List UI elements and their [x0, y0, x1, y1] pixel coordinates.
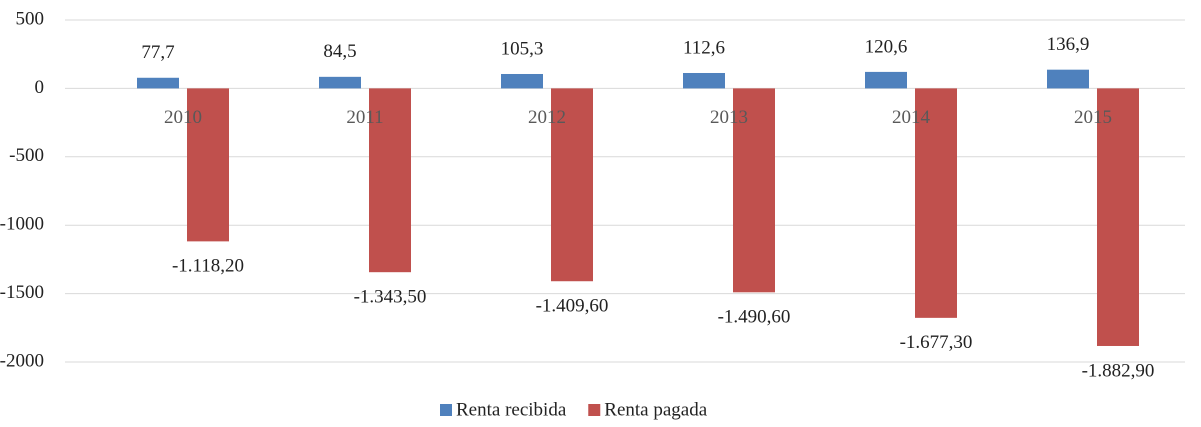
y-tick-label: -500 [9, 145, 44, 166]
x-tick-label: 2012 [528, 107, 566, 128]
bar [137, 77, 179, 89]
legend-swatch [440, 404, 452, 416]
y-tick-label: -1000 [0, 214, 44, 235]
legend-swatch [588, 404, 601, 416]
data-label: -1.343,50 [354, 287, 427, 308]
data-label: -1.882,90 [1082, 360, 1155, 381]
bar [187, 88, 229, 242]
bar [1047, 69, 1089, 89]
y-tick-label: 0 [35, 77, 45, 98]
bar [551, 88, 593, 282]
legend-label: Renta pagada [604, 399, 707, 420]
bar [733, 88, 775, 293]
data-label: 112,6 [683, 37, 725, 58]
data-label: -1.409,60 [536, 296, 609, 317]
x-tick-label: 2015 [1074, 107, 1112, 128]
bar [369, 88, 411, 273]
x-tick-label: 2013 [710, 107, 748, 128]
bar [865, 71, 907, 89]
x-tick-label: 2014 [892, 107, 931, 128]
x-tick-label: 2011 [346, 107, 383, 128]
data-label: -1.677,30 [900, 332, 973, 353]
bar [501, 73, 543, 89]
data-label: -1.490,60 [718, 307, 791, 328]
data-label: 120,6 [865, 36, 908, 57]
y-tick-label: -1500 [0, 282, 44, 303]
bar [1097, 88, 1139, 346]
data-label: 136,9 [1047, 34, 1090, 55]
bar [683, 72, 725, 89]
legend-label: Renta recibida [456, 399, 567, 420]
data-label: 77,7 [141, 42, 174, 63]
data-label: 105,3 [501, 38, 544, 59]
data-label: -1.118,20 [172, 256, 244, 277]
bar [915, 88, 957, 318]
data-label: 84,5 [323, 41, 356, 62]
y-tick-label: -2000 [0, 350, 44, 371]
bar [319, 76, 361, 89]
x-tick-label: 2010 [164, 107, 202, 128]
y-tick-label: 500 [16, 8, 45, 29]
